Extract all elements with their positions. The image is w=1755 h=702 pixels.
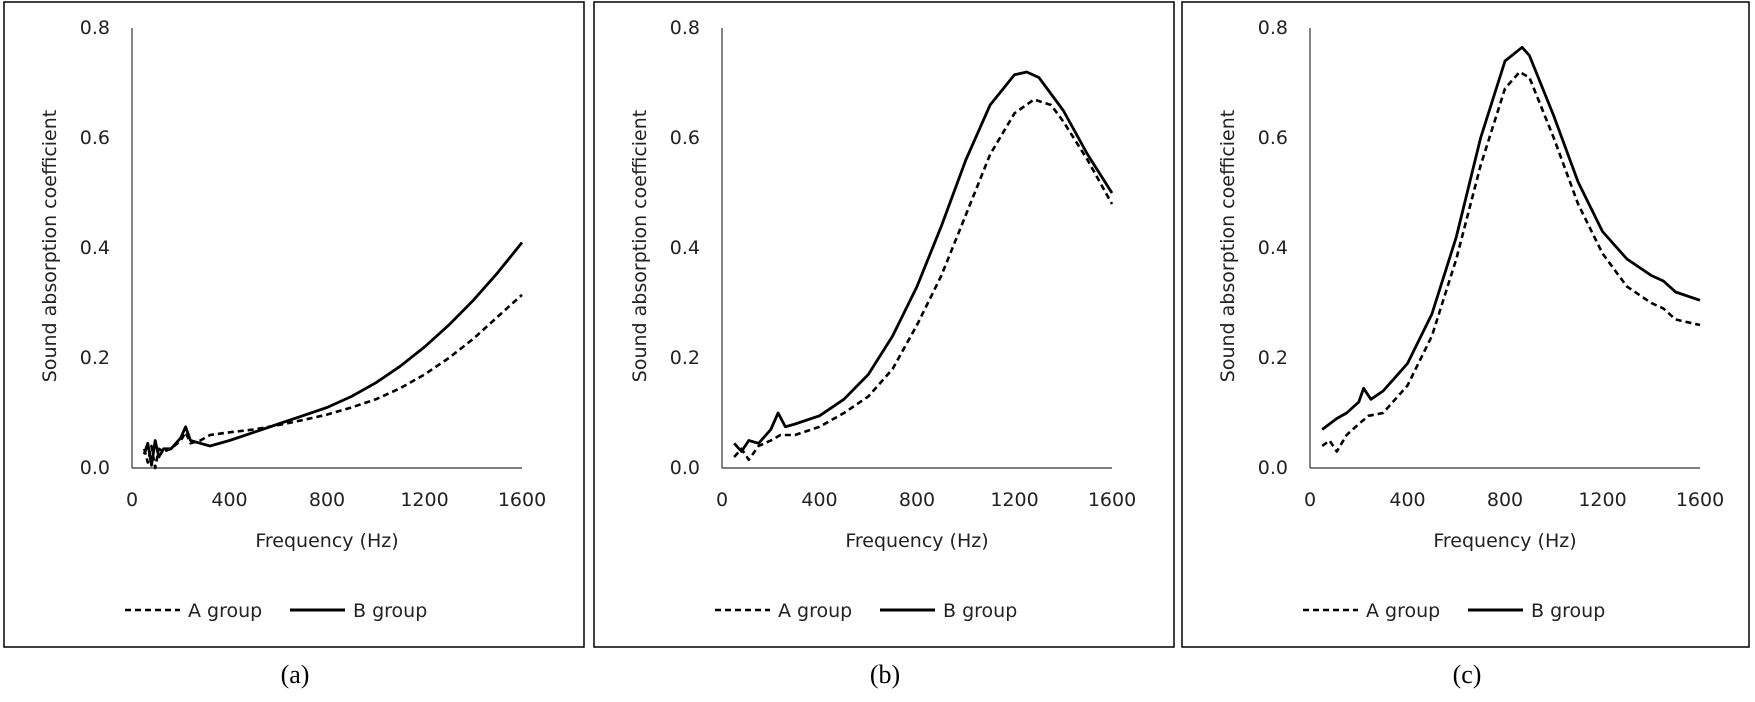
x-tick-label: 1600 (498, 489, 546, 511)
x-tick-label: 800 (309, 489, 345, 511)
chart-a-svg: 0.0 0.2 0.4 0.6 0.8 0 400 800 1200 1600 Frequency … (3, 1, 585, 648)
y-tick-label: 0.0 (670, 457, 700, 479)
x-tick-label: 0 (1304, 489, 1316, 511)
y-axis-label: Sound absorption coefficient (1217, 110, 1239, 382)
x-tick-label: 0 (126, 489, 138, 511)
y-tick-label: 0.2 (1258, 347, 1288, 369)
chart-panel-a: 0.0 0.2 0.4 0.6 0.8 0 400 800 1200 1600 Frequency … (0, 0, 590, 648)
x-axis-label: Frequency (Hz) (255, 530, 398, 552)
y-tick-label: 0.4 (670, 237, 700, 259)
x-tick-label: 800 (899, 489, 935, 511)
series-line-b-group (733, 70, 1114, 453)
x-tick-label: 400 (211, 489, 247, 511)
chart-panel-c: 0.0 0.2 0.4 0.6 0.8 0 400 800 1200 1600 Frequency … (1178, 0, 1755, 648)
chart-frame (1181, 1, 1750, 648)
y-tick-label: 0.4 (80, 237, 110, 259)
legend-label-a-group: A group (1366, 600, 1440, 622)
x-axis-label: Frequency (Hz) (1433, 530, 1576, 552)
x-tick-label: 800 (1487, 489, 1523, 511)
y-axis-label: Sound absorption coefficient (39, 110, 61, 382)
x-tick-label: 400 (801, 489, 837, 511)
caption-b: (b) (869, 660, 901, 689)
x-tick-label: 1600 (1088, 489, 1136, 511)
legend-label-b-group: B group (943, 600, 1017, 622)
y-tick-label: 0.4 (1258, 237, 1288, 259)
x-tick-label: 1200 (400, 489, 448, 511)
legend-label-b-group: B group (353, 600, 427, 622)
y-tick-label: 0.0 (1258, 457, 1288, 479)
y-tick-label: 0.8 (80, 17, 110, 39)
x-tick-label: 400 (1389, 489, 1425, 511)
y-tick-label: 0.8 (670, 17, 700, 39)
y-tick-label: 0.2 (80, 347, 110, 369)
chart-c-svg: 0.0 0.2 0.4 0.6 0.8 0 400 800 1200 1600 Frequency … (1181, 1, 1750, 648)
y-tick-label: 0.2 (670, 347, 700, 369)
series-line-a-group (142, 293, 523, 470)
x-axis-label: Frequency (Hz) (845, 530, 988, 552)
y-tick-label: 0.8 (1258, 17, 1288, 39)
chart-frame (3, 1, 585, 648)
caption-c: (c) (1452, 660, 1482, 689)
legend-label-a-group: A group (188, 600, 262, 622)
series-line-a-group (1321, 70, 1701, 453)
x-tick-label: 1200 (1578, 489, 1626, 511)
y-axis-label: Sound absorption coefficient (629, 110, 651, 382)
y-tick-label: 0.6 (670, 127, 700, 149)
series-line-b-group (1321, 45, 1701, 431)
y-tick-label: 0.0 (80, 457, 110, 479)
x-tick-label: 1200 (990, 489, 1038, 511)
y-tick-label: 0.6 (1258, 127, 1288, 149)
chart-panel-b: 0.0 0.2 0.4 0.6 0.8 0 400 800 1200 1600 Frequency … (590, 0, 1180, 648)
caption-a: (a) (280, 660, 310, 689)
y-tick-label: 0.6 (80, 127, 110, 149)
chart-frame (593, 1, 1175, 648)
legend-label-b-group: B group (1531, 600, 1605, 622)
series-line-b-group (142, 241, 524, 467)
series-line-a-group (733, 98, 1114, 462)
x-tick-label: 0 (716, 489, 728, 511)
chart-b-svg: 0.0 0.2 0.4 0.6 0.8 0 400 800 1200 1600 Frequency … (593, 1, 1175, 648)
x-tick-label: 1600 (1676, 489, 1724, 511)
legend-label-a-group: A group (778, 600, 852, 622)
